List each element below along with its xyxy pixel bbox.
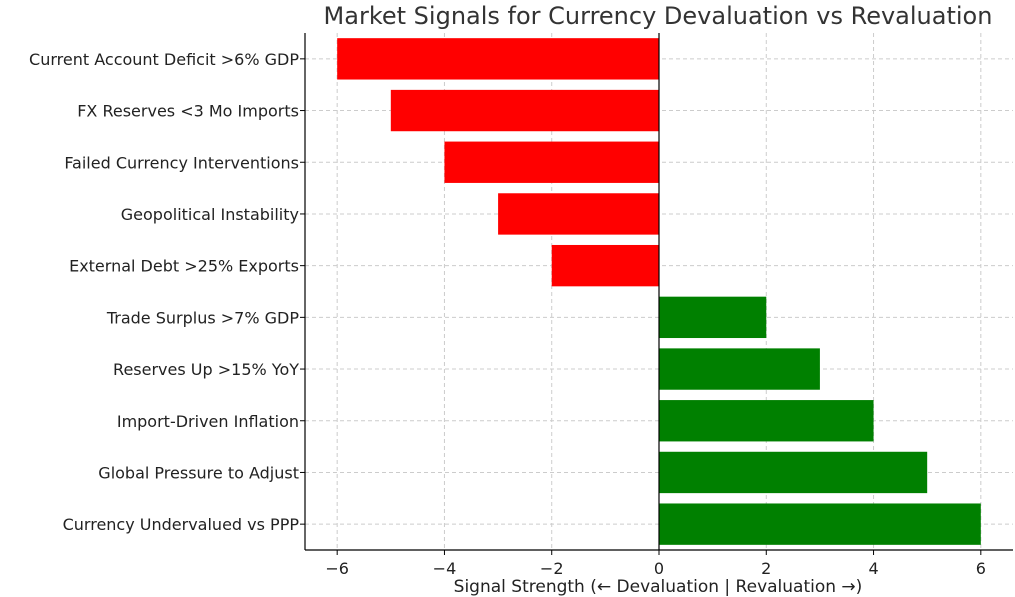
bar <box>659 296 767 339</box>
bar <box>659 348 820 390</box>
category-label: Geopolitical Instability <box>121 205 299 224</box>
category-label: Currency Undervalued vs PPP <box>63 515 300 534</box>
x-tick-label: 2 <box>761 559 771 578</box>
category-label: Failed Currency Interventions <box>64 153 299 172</box>
category-label: External Debt >25% Exports <box>69 257 299 276</box>
bar <box>551 244 659 287</box>
x-tick-label: 0 <box>654 559 664 578</box>
x-tick-label: 4 <box>868 559 878 578</box>
category-label: Global Pressure to Adjust <box>98 463 299 482</box>
bar <box>337 38 659 80</box>
x-tick-label: −2 <box>540 559 564 578</box>
category-label: FX Reserves <3 Mo Imports <box>77 102 299 121</box>
bar <box>659 451 928 494</box>
category-label: Reserves Up >15% YoY <box>113 360 299 379</box>
bar <box>444 141 659 183</box>
x-tick-label: 6 <box>976 559 986 578</box>
bar <box>659 400 874 442</box>
chart-title: Market Signals for Currency Devaluation … <box>324 2 993 30</box>
category-label: Current Account Deficit >6% GDP <box>29 50 299 69</box>
x-tick-label: −4 <box>433 559 457 578</box>
bar <box>498 193 659 235</box>
label-layer: −6 −4 −2 0 2 4 6 Current Account Deficit >6% GD… <box>29 50 986 578</box>
axis-layer <box>300 33 1013 555</box>
category-label: Import-Driven Inflation <box>117 412 299 431</box>
bar-layer <box>337 38 981 545</box>
category-label: Trade Surplus >7% GDP <box>106 308 300 327</box>
x-tick-label: −6 <box>325 559 349 578</box>
bar <box>659 503 981 545</box>
x-axis-label: Signal Strength (← Devaluation | Revalua… <box>454 577 863 597</box>
bar <box>390 89 659 132</box>
